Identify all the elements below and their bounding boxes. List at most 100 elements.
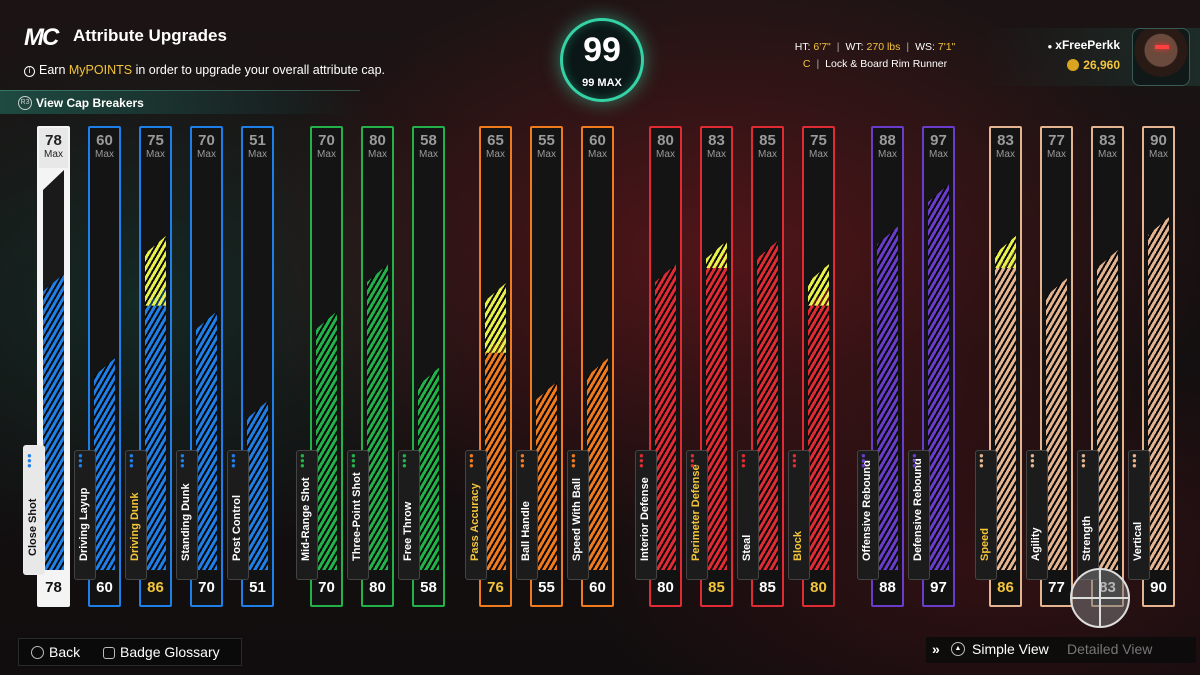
attribute-cap: 60 Max (583, 128, 612, 168)
attribute-max-label: Max (878, 149, 897, 160)
attribute-track (485, 170, 506, 570)
attribute-bar-interior-defense[interactable]: 80 Max 80 (649, 126, 682, 607)
archetype-value: Lock & Board Rim Runner (825, 58, 948, 70)
attribute-name: Strength (1081, 515, 1093, 561)
earn-prefix: Earn (39, 63, 69, 77)
simple-view-button[interactable]: Simple View (972, 641, 1049, 657)
attribute-fill (757, 240, 778, 570)
attribute-name: Interior Defense (639, 477, 651, 561)
vc-balance: 26,960 (1067, 58, 1120, 72)
attribute-bar-three-point-shot[interactable]: 80 Max 80 (361, 126, 394, 607)
attribute-dots-icon: ● ● ● (792, 451, 797, 470)
attribute-label-tab: Standing Dunk (176, 450, 198, 580)
attribute-track (587, 170, 608, 570)
view-cap-breakers-button[interactable]: R3 View Cap Breakers (0, 90, 360, 114)
attribute-cap: 78 Max (39, 128, 68, 168)
attribute-max-value: 97 (930, 132, 947, 149)
attribute-name: Pass Accuracy (469, 483, 481, 561)
attribute-name: Agility (1030, 527, 1042, 561)
attribute-fill (587, 358, 608, 570)
username: ● xFreePerkk (1047, 38, 1120, 52)
attribute-max-label: Max (146, 149, 165, 160)
attribute-value: 78 (39, 571, 68, 605)
attribute-track (247, 170, 268, 570)
attribute-track (43, 170, 64, 570)
attribute-track (808, 170, 829, 570)
footer-controls: Back Badge Glossary (18, 638, 242, 666)
attribute-dots-icon: ● ● ● (1081, 451, 1086, 470)
attribute-bar-standing-dunk[interactable]: 70 Max 70 (190, 126, 223, 607)
username-text: xFreePerkk (1055, 38, 1120, 52)
attribute-boost-fill (485, 282, 506, 353)
attribute-track (877, 170, 898, 570)
attribute-name: Steal (741, 534, 753, 561)
attribute-cap: 58 Max (414, 128, 443, 168)
attribute-track (145, 170, 166, 570)
attribute-cap: 70 Max (312, 128, 341, 168)
attribute-fill (995, 250, 1016, 570)
overall-rating: 99 99 MAX (560, 18, 644, 102)
attribute-bar-agility[interactable]: 77 Max 77 (1040, 126, 1073, 607)
attribute-boost-fill (995, 235, 1016, 268)
player-physicals: HT: 6'7" | WT: 270 lbs | WS: 7'1" C | Lock & B… (794, 41, 956, 70)
attribute-fill (196, 311, 217, 570)
attribute-name: Post Control (231, 495, 243, 561)
attribute-name: Speed With Ball (571, 477, 583, 561)
attribute-cap: 88 Max (873, 128, 902, 168)
attribute-max-value: 83 (708, 132, 725, 149)
attribute-label-tab: Steal (737, 450, 759, 580)
attribute-dots-icon: ● ● ● (300, 451, 305, 470)
circle-button-icon (31, 646, 44, 659)
basketball-icon (1070, 568, 1130, 628)
badge-glossary-button[interactable]: Badge Glossary (103, 639, 220, 665)
cap-breakers-label: View Cap Breakers (36, 96, 144, 110)
attribute-fill (706, 250, 727, 570)
attribute-label-tab: Three-Point Shot (347, 450, 369, 580)
overall-max: 99 MAX (582, 77, 622, 89)
attribute-label-tab: Block (788, 450, 810, 580)
wingspan-label: WS: (915, 41, 935, 53)
attribute-bar-mid-range-shot[interactable]: 70 Max 70 (310, 126, 343, 607)
attribute-name: Three-Point Shot (351, 472, 363, 561)
attribute-label-tab: Agility (1026, 450, 1048, 580)
wingspan-value: 7'1" (937, 41, 956, 53)
page-title: Attribute Upgrades (73, 26, 227, 45)
attribute-max-label: Max (656, 149, 675, 160)
attribute-dots-icon: ● ● ● (78, 451, 83, 470)
attribute-name: Close Shot (27, 498, 39, 556)
attribute-max-value: 55 (538, 132, 555, 149)
back-button[interactable]: Back (31, 639, 80, 665)
attribute-name: Offensive Rebound (861, 460, 873, 561)
attribute-max-value: 70 (198, 132, 215, 149)
attribute-label-tab: Mid-Range Shot (296, 450, 318, 580)
attribute-dots-icon: ● ● ● (351, 451, 356, 470)
attribute-dots-icon: ● ● ● (469, 451, 474, 470)
attribute-max-value: 83 (1099, 132, 1116, 149)
attribute-max-label: Max (1098, 149, 1117, 160)
attribute-track (367, 170, 388, 570)
attribute-cap: 75 Max (141, 128, 170, 168)
attribute-max-value: 65 (487, 132, 504, 149)
attribute-track (316, 170, 337, 570)
attribute-bar-speed[interactable]: 83 Max 86 (989, 126, 1022, 607)
attribute-max-label: Max (486, 149, 505, 160)
attribute-name: Perimeter Defense (690, 464, 702, 561)
attribute-max-label: Max (95, 149, 114, 160)
attribute-bar-block[interactable]: 75 Max 80 (802, 126, 835, 607)
attribute-max-label: Max (44, 149, 63, 160)
attribute-track (706, 170, 727, 570)
attribute-max-value: 80 (657, 132, 674, 149)
attribute-dots-icon: ● ● ● (1132, 451, 1137, 470)
attribute-name: Speed (979, 527, 991, 561)
attribute-fill (877, 226, 898, 570)
attribute-max-label: Max (1047, 149, 1066, 160)
attribute-fill (808, 287, 829, 570)
attribute-max-value: 75 (147, 132, 164, 149)
attribute-max-label: Max (996, 149, 1015, 160)
attribute-cap: 75 Max (804, 128, 833, 168)
detailed-view-button[interactable]: Detailed View (1067, 641, 1153, 657)
double-chevron-icon: » (932, 641, 940, 657)
attribute-fill (43, 273, 64, 570)
height-value: 6'7" (813, 41, 831, 53)
attribute-cap: 97 Max (924, 128, 953, 168)
